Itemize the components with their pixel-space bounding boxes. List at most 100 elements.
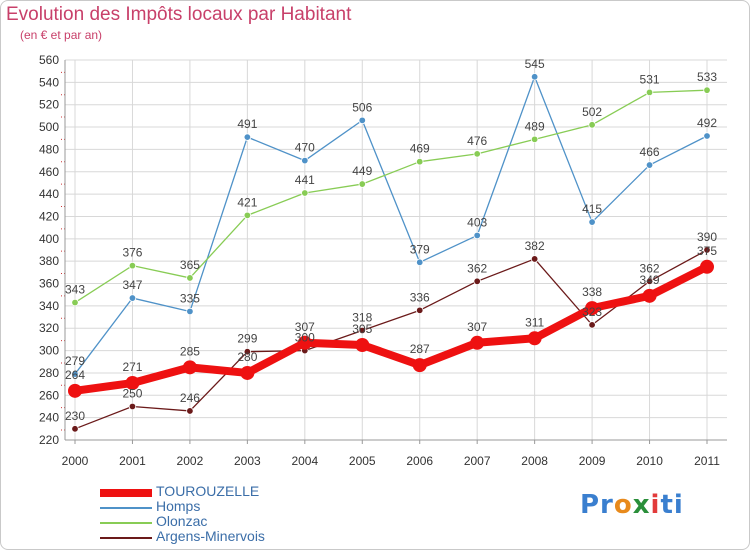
- data-label: 533: [697, 70, 717, 84]
- data-label: 390: [697, 230, 717, 244]
- data-point: [703, 132, 711, 140]
- data-label: 307: [295, 320, 315, 334]
- data-label: 349: [640, 273, 660, 287]
- data-point: [301, 189, 309, 197]
- data-label: 246: [180, 391, 200, 405]
- data-point: [530, 255, 539, 263]
- data-label: 299: [237, 332, 257, 346]
- data-label: 338: [582, 285, 602, 299]
- data-point: [416, 158, 424, 166]
- data-point: [588, 121, 596, 129]
- data-point: [71, 298, 79, 307]
- logo-part: ti: [660, 490, 684, 520]
- data-label: 379: [410, 242, 430, 256]
- legend-label-homps: Homps: [156, 498, 201, 514]
- data-label: 469: [410, 142, 430, 156]
- y-tick-label: 420: [39, 209, 59, 223]
- data-point: [412, 358, 427, 373]
- legend-label-argens-minervois: Argens-Minervois: [156, 528, 265, 544]
- series-line-olonzac: [74, 89, 708, 304]
- data-label: 382: [525, 239, 545, 253]
- data-label: 421: [237, 195, 257, 209]
- legend-swatch-argens-minervois: [100, 536, 152, 539]
- data-point: [473, 150, 481, 158]
- data-label: 506: [352, 100, 372, 114]
- data-label: 415: [582, 202, 602, 216]
- data-label: 375: [697, 244, 717, 258]
- y-tick-label: 220: [39, 433, 59, 447]
- data-point: [71, 370, 79, 378]
- data-point: [470, 335, 485, 350]
- series-line-argens-minervois: [74, 249, 708, 430]
- chart-title: Evolution des Impôts locaux par Habitant: [6, 4, 352, 25]
- y-tick-label: 460: [39, 165, 59, 179]
- y-tick-label: 300: [39, 344, 59, 358]
- data-label: 285: [180, 344, 200, 358]
- data-point: [642, 288, 657, 303]
- data-point: [700, 259, 714, 274]
- x-tick-label: 2006: [406, 454, 433, 468]
- data-label: 336: [410, 290, 430, 304]
- proxiti-logo: Proxiti: [580, 490, 684, 520]
- series-line-tourouzelle: [71, 262, 711, 395]
- data-label: 502: [582, 105, 602, 119]
- data-label: 271: [122, 360, 142, 374]
- data-point: [527, 331, 542, 346]
- data-point: [71, 425, 79, 433]
- data-label: 307: [467, 320, 487, 334]
- data-label: 347: [122, 278, 142, 292]
- data-label: 362: [467, 261, 487, 275]
- data-point: [416, 306, 424, 315]
- data-point: [68, 383, 82, 398]
- x-tick-label: 2010: [636, 454, 663, 468]
- data-label: 287: [410, 342, 430, 356]
- data-label: 441: [295, 173, 315, 187]
- data-label: 300: [295, 331, 315, 345]
- data-point: [358, 326, 366, 335]
- legend-label-olonzac: Olonzac: [156, 513, 208, 529]
- data-point: [530, 135, 539, 144]
- data-point: [186, 274, 194, 282]
- data-label: 466: [640, 145, 660, 159]
- data-point: [416, 258, 424, 266]
- x-tick-label: 2002: [177, 454, 204, 468]
- data-label: 335: [180, 291, 200, 305]
- data-point: [473, 231, 481, 240]
- x-tick-label: 2005: [349, 454, 376, 468]
- y-tick-label: 260: [39, 388, 59, 402]
- data-label: 491: [237, 117, 257, 131]
- data-label: 311: [525, 315, 544, 329]
- x-tick-label: 2004: [291, 454, 318, 468]
- data-point: [186, 407, 194, 415]
- y-tick-label: 360: [39, 277, 59, 291]
- x-tick-label: 2001: [119, 454, 146, 468]
- data-point: [585, 301, 600, 316]
- y-tick-label: 520: [39, 98, 59, 112]
- data-point: [301, 156, 309, 165]
- data-point: [125, 376, 140, 390]
- data-label: 489: [525, 119, 545, 133]
- logo-part: o: [613, 490, 633, 520]
- logo-part: i: [650, 490, 661, 520]
- data-point: [645, 88, 654, 97]
- data-label: 531: [640, 72, 660, 86]
- data-label: 280: [237, 350, 257, 364]
- x-tick-label: 2003: [234, 454, 261, 468]
- logo-part: Pr: [580, 490, 614, 520]
- data-point: [530, 73, 539, 81]
- data-point: [243, 348, 252, 356]
- data-label: 376: [122, 246, 142, 260]
- data-label: 492: [697, 116, 717, 130]
- data-point: [703, 86, 711, 94]
- data-point: [358, 180, 366, 188]
- x-tick-label: 2000: [62, 454, 89, 468]
- data-label: 365: [180, 258, 200, 272]
- y-tick-label: 480: [39, 142, 59, 156]
- x-tick-label: 2009: [579, 454, 606, 468]
- data-point: [243, 211, 252, 220]
- data-label: 279: [65, 354, 85, 368]
- data-label: 343: [65, 283, 85, 297]
- chart-subtitle: (en € et par an): [20, 28, 103, 42]
- x-tick-label: 2007: [464, 454, 491, 468]
